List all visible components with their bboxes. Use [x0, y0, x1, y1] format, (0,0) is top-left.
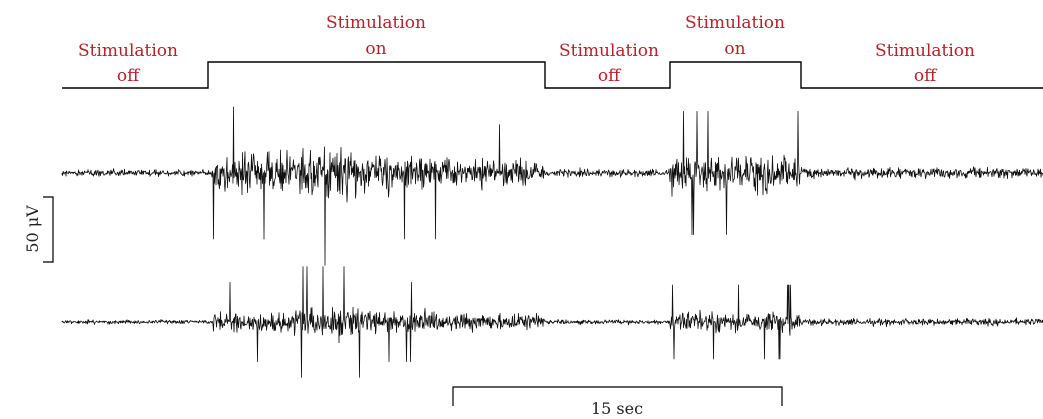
phase-label-2-line2: on	[365, 39, 386, 59]
phase-label-2: Stimulation on	[326, 13, 426, 59]
phase-label-5-line1: Stimulation	[875, 41, 975, 61]
time-scale-bar	[452, 386, 783, 406]
emg-trace-channel-2	[61, 266, 1043, 378]
phase-label-4: Stimulation on	[685, 13, 785, 59]
phase-label-3-line2: off	[598, 66, 622, 86]
phase-label-5: Stimulation off	[875, 41, 975, 86]
phase-label-3: Stimulation off	[559, 41, 659, 86]
phase-label-2-line1: Stimulation	[326, 13, 426, 33]
phase-label-1-line2: off	[117, 66, 141, 86]
phase-label-4-line2: on	[724, 39, 745, 59]
phase-label-3-line1: Stimulation	[559, 41, 659, 61]
stimulation-state-line	[62, 61, 1043, 89]
phase-label-1-line1: Stimulation	[78, 41, 178, 61]
phase-label-1: Stimulation off	[78, 41, 178, 86]
phase-label-5-line2: off	[914, 66, 938, 86]
phase-label-4-line1: Stimulation	[685, 13, 785, 33]
amplitude-scale-label: 50 μV	[23, 205, 42, 253]
time-scale-label: 15 sec	[591, 399, 643, 418]
emg-trace-channel-1	[61, 106, 1043, 266]
amplitude-scale-bar	[43, 196, 54, 263]
